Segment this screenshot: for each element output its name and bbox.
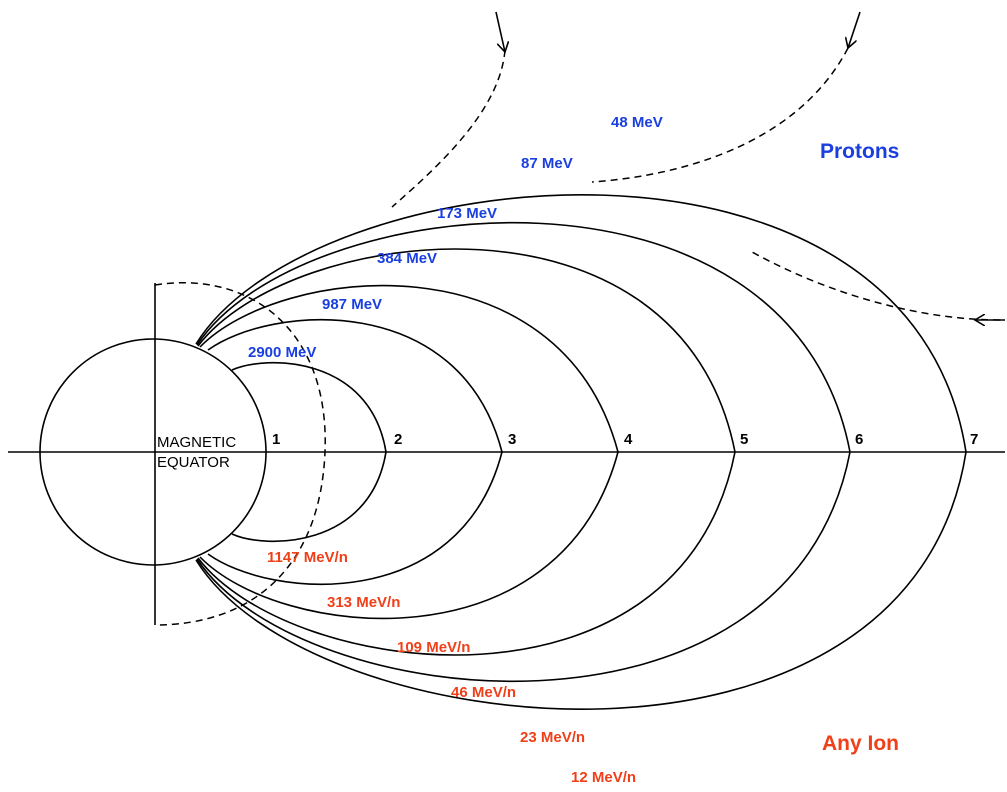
ion-cutoff-label-L2: 313 MeV/n <box>327 594 400 611</box>
field-line-L2-upper <box>231 362 387 453</box>
trajectory-dashed-top-arrival <box>591 47 849 183</box>
proton-cutoff-label-L3: 384 MeV <box>377 250 437 267</box>
l-shell-number-1: 1 <box>272 431 280 448</box>
field-line-L6-lower <box>196 451 851 683</box>
field-line-L7-upper <box>195 194 967 453</box>
proton-cutoff-label-L1: 2900 MeV <box>248 344 316 361</box>
ion-cutoff-label-L5: 23 MeV/n <box>520 729 585 746</box>
arrow-incoming-top <box>848 11 861 48</box>
l-shell-number-7: 7 <box>970 431 978 448</box>
field-line-L3-lower <box>207 451 503 586</box>
magnetic-equator-label-line2: EQUATOR <box>157 454 230 471</box>
proton-cutoff-label-L2: 987 MeV <box>322 296 382 313</box>
field-line-L6-upper <box>196 221 851 453</box>
protons-header: Protons <box>820 140 899 163</box>
trajectory-dashed-right-arrival <box>751 251 1001 321</box>
field-line-L3-upper <box>207 318 503 453</box>
l-shell-number-2: 2 <box>394 431 402 448</box>
l-shell-number-6: 6 <box>855 431 863 448</box>
field-line-L2-lower <box>231 451 387 542</box>
ion-cutoff-label-L1: 1147 MeV/n <box>267 549 348 566</box>
proton-cutoff-label-L5: 87 MeV <box>521 155 573 172</box>
trajectory-dashed-left-arrival <box>391 49 506 208</box>
ion-cutoff-label-L6: 12 MeV/n <box>571 769 636 786</box>
field-line-L5-lower <box>197 451 736 656</box>
any-ion-header: Any Ion <box>822 732 899 755</box>
field-line-L4-lower <box>199 451 619 620</box>
field-line-L7-lower <box>195 451 967 710</box>
field-line-L4-upper <box>199 284 619 453</box>
arrow-incoming-left <box>495 11 505 52</box>
l-shell-number-4: 4 <box>624 431 633 448</box>
proton-cutoff-label-L4: 173 MeV <box>437 205 497 222</box>
magnetic-equator-label-line1: MAGNETIC <box>157 434 236 451</box>
ion-cutoff-label-L4: 46 MeV/n <box>451 684 516 701</box>
l-shell-number-5: 5 <box>740 431 748 448</box>
field-line-L5-upper <box>197 248 736 453</box>
ion-cutoff-label-L3: 109 MeV/n <box>397 639 470 656</box>
l-shell-number-3: 3 <box>508 431 516 448</box>
trajectory-dashed-inner <box>154 282 326 626</box>
proton-cutoff-label-L6: 48 MeV <box>611 114 663 131</box>
